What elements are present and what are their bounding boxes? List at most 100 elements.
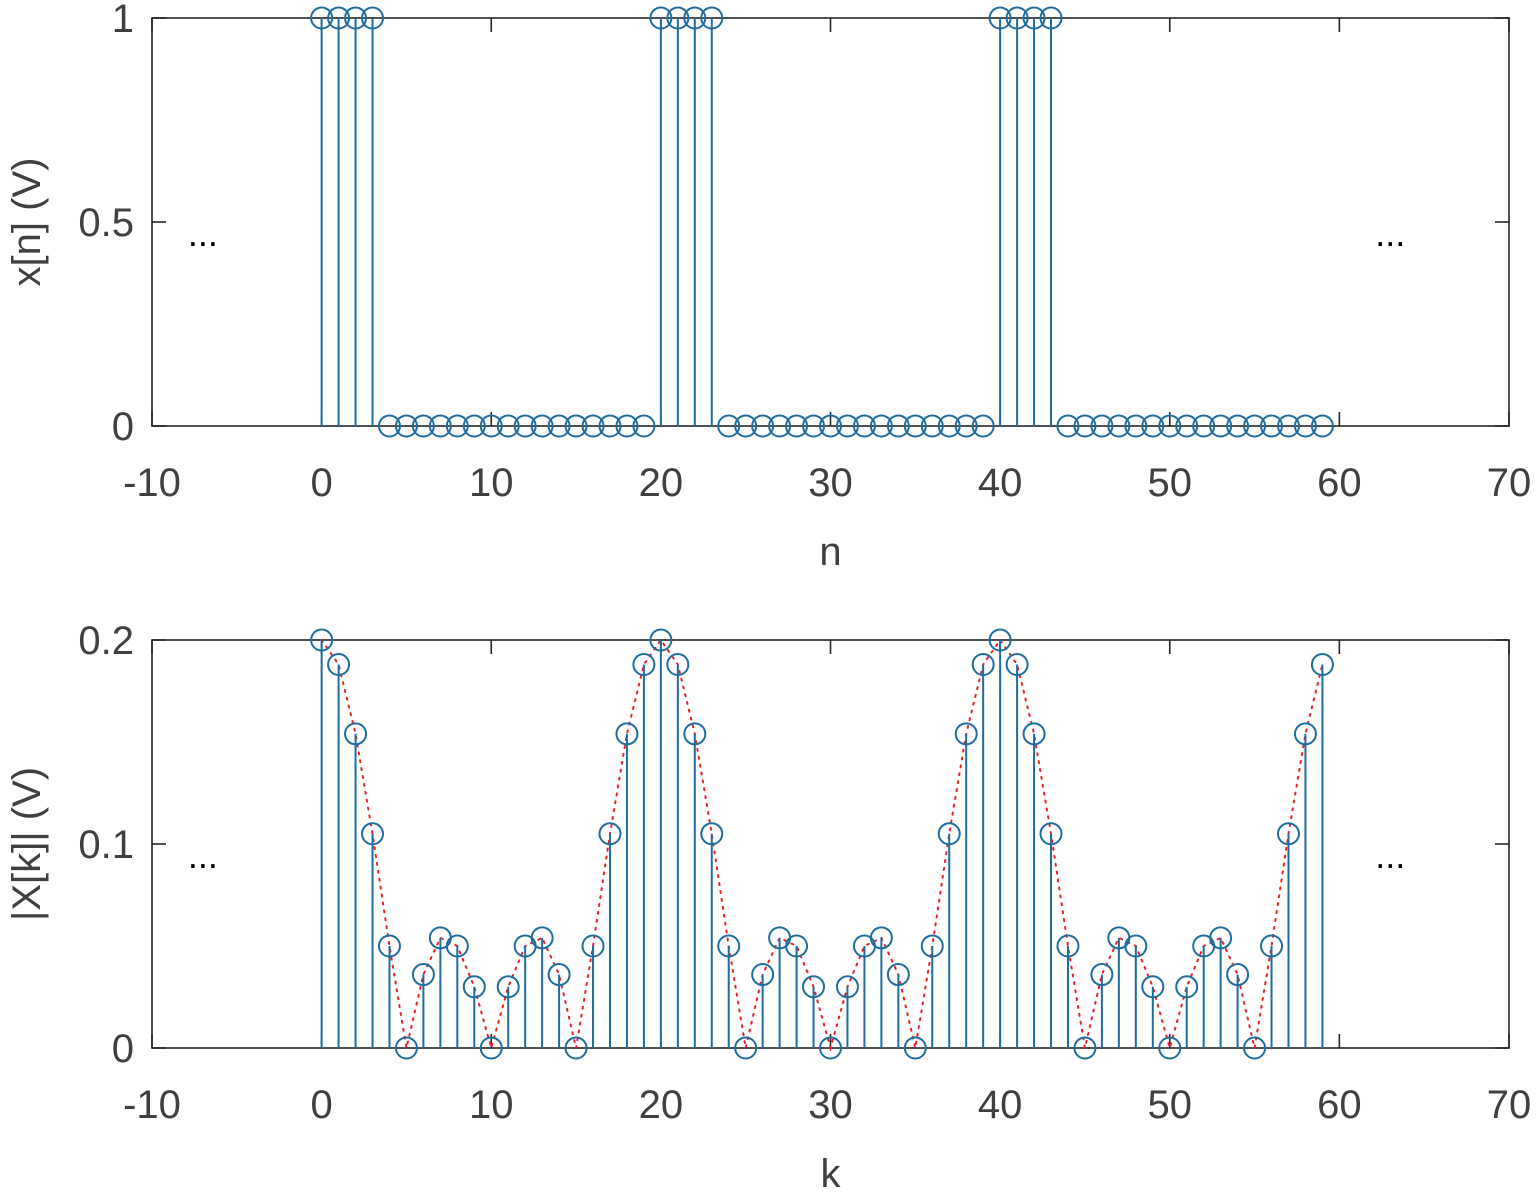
stem-marker bbox=[1243, 414, 1267, 438]
x-tick-label: 10 bbox=[469, 1083, 514, 1127]
stem-marker bbox=[598, 822, 622, 846]
x-tick-label: 20 bbox=[639, 461, 684, 505]
stem-marker bbox=[1209, 926, 1233, 950]
stem-marker bbox=[1293, 722, 1317, 746]
stem-marker bbox=[734, 414, 758, 438]
x-tick-label: 50 bbox=[1148, 1083, 1193, 1127]
stem-marker bbox=[819, 1036, 842, 1060]
stem-marker bbox=[700, 822, 724, 846]
x-tick-label: 70 bbox=[1487, 461, 1532, 505]
envelope-line bbox=[320, 638, 1324, 1052]
stem-marker bbox=[886, 963, 910, 987]
stem-marker bbox=[717, 414, 741, 438]
stem-marker bbox=[954, 414, 978, 438]
stem-marker bbox=[1022, 722, 1046, 746]
stem-marker bbox=[1039, 822, 1063, 846]
stem-marker bbox=[768, 414, 792, 438]
stem-marker bbox=[734, 1036, 758, 1060]
stem-marker bbox=[1022, 6, 1046, 30]
stem-marker bbox=[394, 414, 418, 438]
stem-marker bbox=[632, 414, 656, 438]
stem-marker bbox=[1243, 1036, 1267, 1060]
x-tick-label: 30 bbox=[808, 1083, 853, 1127]
x-axis-label: n bbox=[819, 530, 841, 574]
stem-marker bbox=[530, 926, 554, 950]
stem-marker bbox=[852, 414, 876, 438]
stem-marker bbox=[1073, 414, 1097, 438]
stem-marker bbox=[361, 6, 385, 30]
stem-marker bbox=[937, 414, 961, 438]
stem-marker bbox=[751, 963, 775, 987]
stem-marker bbox=[1276, 414, 1300, 438]
stem-marker bbox=[377, 414, 401, 438]
stem-marker bbox=[937, 822, 961, 846]
x-tick-label: -10 bbox=[123, 1083, 181, 1127]
stem-marker bbox=[1209, 414, 1233, 438]
stem-marker bbox=[1158, 1036, 1182, 1060]
stem-marker bbox=[581, 934, 605, 958]
x-tick-label: 0 bbox=[311, 1083, 333, 1127]
stem-marker bbox=[411, 963, 435, 987]
stem-marker bbox=[496, 975, 520, 999]
stem-marker bbox=[802, 975, 826, 999]
stem-marker bbox=[547, 963, 571, 987]
stem-marker bbox=[666, 6, 690, 30]
stem-marker bbox=[1158, 414, 1182, 438]
stem-marker bbox=[819, 414, 842, 438]
y-tick-label: 0.5 bbox=[78, 201, 134, 245]
subplot-1: -10 0 10 20 30 40 50 60 70 0 0.5 1 n x[n] (V)...... bbox=[5, 0, 1531, 574]
stem-marker bbox=[344, 722, 368, 746]
stem-marker bbox=[462, 975, 486, 999]
stem-marker bbox=[666, 652, 690, 676]
stem-marker bbox=[649, 6, 673, 30]
stem-marker bbox=[785, 934, 809, 958]
stem-marker bbox=[310, 6, 334, 30]
x-tick-label: 0 bbox=[311, 461, 333, 505]
stem-marker bbox=[344, 6, 368, 30]
stem-marker bbox=[920, 414, 944, 438]
x-tick-label: 10 bbox=[469, 461, 514, 505]
x-tick-label: 20 bbox=[639, 1083, 684, 1127]
stem-marker bbox=[1056, 414, 1080, 438]
stem-marker bbox=[1293, 414, 1317, 438]
stem-marker bbox=[1310, 414, 1334, 438]
stem-marker bbox=[445, 934, 469, 958]
stem-marker bbox=[683, 722, 707, 746]
stem-marker bbox=[310, 628, 334, 652]
y-tick-label: 0 bbox=[112, 405, 134, 449]
stem-marker bbox=[1226, 963, 1250, 987]
stem-marker bbox=[1276, 822, 1300, 846]
x-tick-label: 30 bbox=[808, 461, 853, 505]
y-tick-label: 0.1 bbox=[78, 823, 134, 867]
stem-marker bbox=[530, 414, 554, 438]
y-tick-label: 0 bbox=[112, 1027, 134, 1071]
ellipsis-annotation: ... bbox=[1375, 835, 1405, 876]
y-axis-label: |X[k]| (V) bbox=[5, 767, 49, 921]
y-tick-label: 1 bbox=[112, 0, 134, 41]
stem-marker bbox=[683, 6, 707, 30]
x-tick-label: 40 bbox=[978, 1083, 1023, 1127]
stem-marker bbox=[1005, 652, 1029, 676]
stem-marker bbox=[564, 1036, 588, 1060]
stem-marker bbox=[886, 414, 910, 438]
stem-marker bbox=[1260, 414, 1284, 438]
stem-marker bbox=[1056, 934, 1080, 958]
y-axis-label: x[n] (V) bbox=[5, 158, 49, 287]
stem-marker bbox=[988, 6, 1012, 30]
stem-marker bbox=[1073, 1036, 1097, 1060]
stem-marker bbox=[1090, 963, 1114, 987]
ellipsis-annotation: ... bbox=[188, 835, 218, 876]
stem-marker bbox=[581, 414, 605, 438]
stem-marker bbox=[394, 1036, 418, 1060]
x-tick-label: -10 bbox=[123, 461, 181, 505]
stem-marker bbox=[954, 722, 978, 746]
stem-marker bbox=[598, 414, 622, 438]
stem-marker bbox=[903, 1036, 927, 1060]
x-tick-label: 40 bbox=[978, 461, 1023, 505]
stem-marker bbox=[479, 414, 503, 438]
x-axis-label: k bbox=[821, 1152, 842, 1192]
stem-marker bbox=[513, 414, 537, 438]
stem-marker bbox=[615, 722, 639, 746]
stem-marker bbox=[496, 414, 520, 438]
x-tick-label: 60 bbox=[1317, 1083, 1362, 1127]
